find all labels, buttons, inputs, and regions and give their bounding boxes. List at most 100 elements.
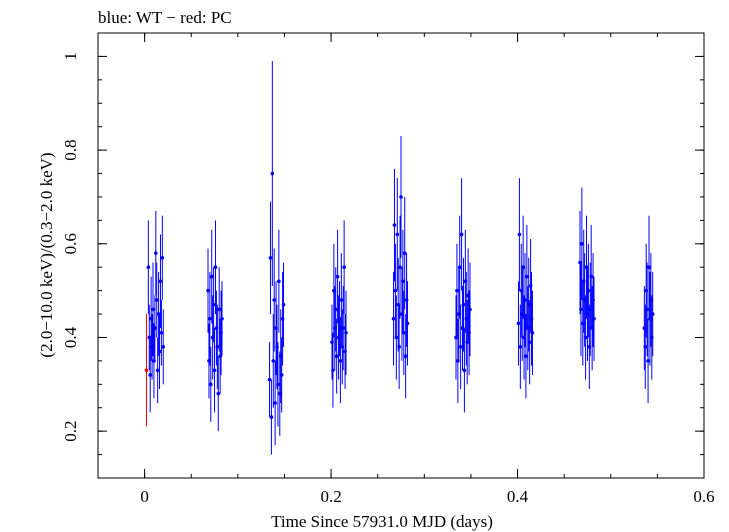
data-point — [216, 391, 221, 396]
data-point — [148, 373, 153, 377]
data-point — [276, 382, 280, 387]
series-wt — [146, 61, 655, 455]
x-tick-label: 0 — [140, 487, 149, 506]
data-point — [527, 340, 532, 344]
data-point — [524, 354, 528, 359]
data-point — [267, 377, 272, 382]
data-point — [211, 302, 216, 307]
data-point — [153, 326, 157, 330]
data-point — [154, 298, 159, 302]
data-point — [344, 330, 348, 335]
plot-frame — [97, 32, 705, 479]
data-point — [580, 241, 584, 246]
data-point — [592, 316, 596, 321]
data-point — [213, 265, 218, 270]
data-point — [269, 415, 274, 419]
data-point — [399, 195, 403, 199]
data-point — [273, 401, 277, 405]
data-point — [339, 298, 344, 302]
data-point — [521, 265, 525, 270]
data-point — [151, 307, 155, 312]
data-point — [647, 265, 651, 270]
data-point — [583, 335, 588, 340]
data-point — [215, 345, 220, 349]
data-point — [161, 345, 166, 349]
data-point — [650, 312, 655, 316]
data-point — [144, 368, 149, 373]
data-point — [645, 307, 649, 312]
data-point — [405, 321, 410, 326]
data-point — [154, 251, 158, 255]
data-point — [268, 256, 273, 260]
data-point — [461, 302, 466, 307]
data-point — [643, 345, 648, 349]
data-point — [160, 256, 165, 260]
data-point — [458, 345, 463, 349]
data-point — [338, 359, 343, 363]
data-point — [342, 265, 346, 270]
data-point — [516, 321, 521, 326]
data-point — [212, 368, 217, 373]
y-tick-label: 0.8 — [61, 139, 80, 160]
data-point — [157, 349, 162, 354]
data-point — [586, 288, 591, 293]
data-point — [208, 316, 212, 321]
data-point — [335, 274, 340, 279]
data-point — [523, 298, 527, 302]
data-point — [206, 288, 210, 293]
data-point — [271, 359, 276, 363]
x-tick-label: 0.4 — [507, 487, 529, 506]
x-tick-label: 0.6 — [693, 487, 714, 506]
data-point — [393, 288, 398, 293]
data-point — [391, 316, 396, 321]
data-point — [155, 368, 160, 373]
data-point — [159, 330, 164, 335]
y-axis-label: (2.0−10.0 keV)/(0.3−2.0 keV) — [37, 152, 56, 357]
data-point — [146, 265, 151, 270]
data-point — [392, 223, 397, 227]
data-point — [209, 382, 213, 387]
data-point — [341, 326, 345, 330]
data-point — [158, 279, 163, 284]
data-point — [398, 265, 402, 270]
data-point — [220, 316, 224, 321]
data-point — [331, 368, 335, 373]
data-point — [525, 274, 529, 279]
data-point — [459, 232, 464, 237]
data-point — [281, 302, 286, 307]
y-tick-label: 0.6 — [61, 233, 80, 254]
data-point — [457, 265, 462, 270]
data-point — [518, 345, 523, 349]
data-point — [646, 359, 650, 363]
data-point — [394, 335, 399, 340]
chart-title: blue: WT − red: PC — [98, 8, 232, 27]
data-point — [401, 330, 406, 335]
data-point — [462, 368, 467, 373]
data-point — [209, 274, 214, 279]
data-point — [217, 307, 221, 312]
data-point — [279, 373, 284, 377]
data-point — [401, 279, 405, 284]
y-tick-label: 1 — [61, 52, 80, 61]
data-point — [402, 251, 407, 255]
plot-area-border — [97, 32, 705, 479]
x-tick-label: 0.2 — [320, 487, 341, 506]
data-point — [517, 232, 522, 237]
y-tick-label: 0.2 — [61, 421, 80, 442]
data-series — [144, 61, 655, 455]
data-point — [530, 330, 535, 335]
data-point — [277, 279, 281, 284]
data-point — [334, 354, 339, 359]
x-axis: 0 0.2 0.4 0.6 — [97, 33, 715, 506]
data-point — [455, 288, 459, 293]
y-axis: 0.2 0.4 0.6 0.8 1 — [61, 52, 704, 456]
data-point — [270, 171, 275, 176]
data-point — [468, 307, 472, 312]
y-tick-label: 0.4 — [61, 326, 80, 348]
data-point — [403, 354, 408, 359]
data-point — [395, 232, 400, 237]
data-point — [272, 298, 277, 302]
data-point — [579, 307, 583, 312]
series-pc — [144, 314, 149, 427]
